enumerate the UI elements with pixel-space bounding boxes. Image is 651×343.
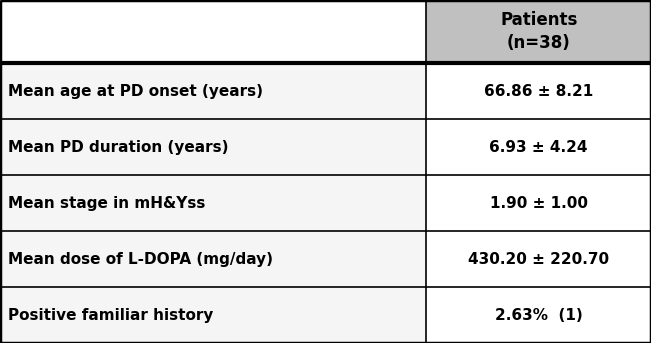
Text: Patients
(n=38): Patients (n=38) [500,11,577,52]
Text: Mean PD duration (years): Mean PD duration (years) [8,140,229,155]
Text: Mean dose of L-DOPA (mg/day): Mean dose of L-DOPA (mg/day) [8,252,273,267]
Text: 6.93 ± 4.24: 6.93 ± 4.24 [490,140,588,155]
Text: 1.90 ± 1.00: 1.90 ± 1.00 [490,196,588,211]
Text: Mean age at PD onset (years): Mean age at PD onset (years) [8,84,264,99]
Text: Mean dose of L-DOPA (mg/day): Mean dose of L-DOPA (mg/day) [8,252,273,267]
Text: Mean stage in mH&Yss: Mean stage in mH&Yss [8,196,206,211]
Bar [0,119,426,175]
Bar [426,0,651,63]
Bar [426,175,651,231]
Bar [426,63,651,119]
Text: 430.20 ± 220.70: 430.20 ± 220.70 [468,252,609,267]
Text: Positive familiar history: Positive familiar history [8,308,214,322]
Bar [426,119,651,175]
Text: 2.63%  (1): 2.63% (1) [495,308,583,322]
Text: 66.86 ± 8.21: 66.86 ± 8.21 [484,84,593,99]
Bar [426,287,651,343]
Bar [0,231,426,287]
Bar [0,175,426,231]
Bar [0,0,426,63]
Bar [426,231,651,287]
Bar [0,287,426,343]
Bar [0,63,426,119]
